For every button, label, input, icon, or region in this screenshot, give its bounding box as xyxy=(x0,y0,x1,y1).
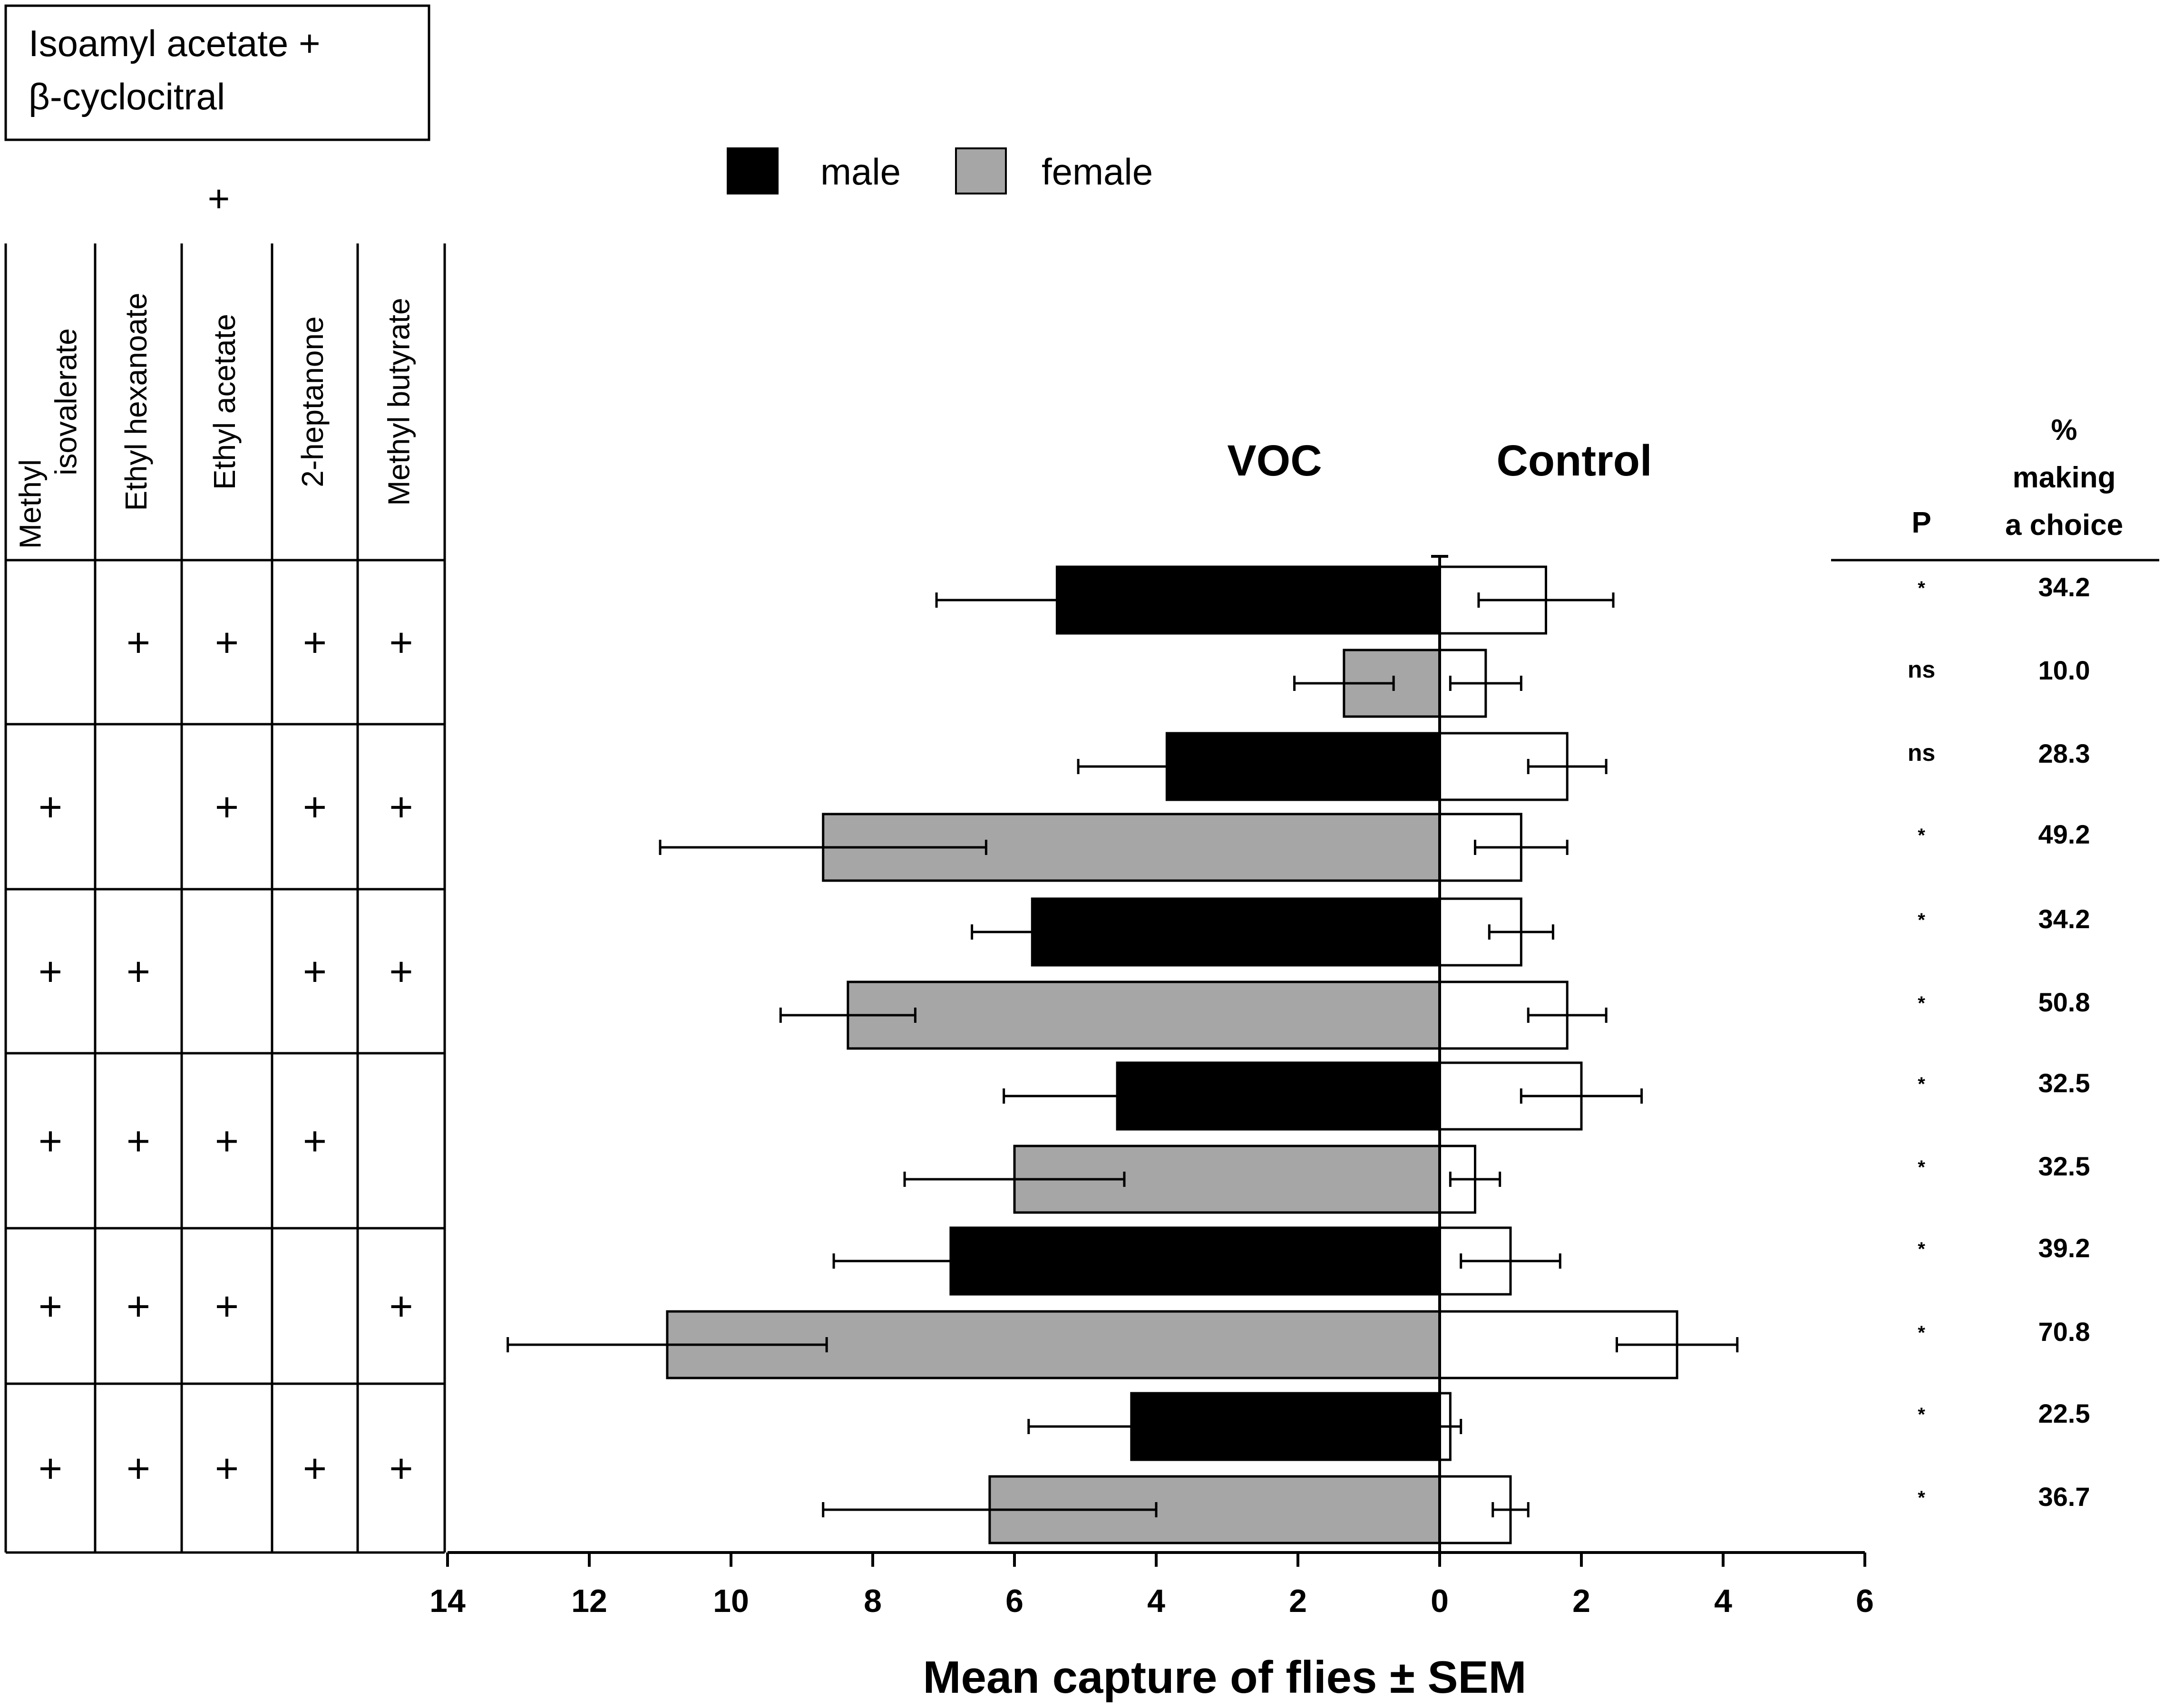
x-tick-label: 10 xyxy=(713,1583,749,1619)
table-column-header: isovalerate xyxy=(49,328,83,476)
legend-swatch-female xyxy=(955,147,1007,194)
table-plus-mark: + xyxy=(127,1446,150,1492)
pct-making-choice: 70.8 xyxy=(2038,1317,2090,1347)
table-plus-mark: + xyxy=(303,620,327,666)
table-plus-mark: + xyxy=(389,1284,413,1330)
table-plus-mark: + xyxy=(127,1118,150,1164)
pct-making-choice: 22.5 xyxy=(2038,1398,2090,1428)
x-tick-label: 6 xyxy=(1856,1583,1874,1619)
compound-box-frame xyxy=(4,4,430,141)
table-plus-mark: + xyxy=(389,1446,413,1492)
pct-making-choice: 28.3 xyxy=(2038,738,2090,768)
legend-swatch-male xyxy=(727,147,779,194)
p-header: P xyxy=(1911,506,1931,539)
table-plus-mark: + xyxy=(127,1284,150,1330)
bar-voc-female xyxy=(847,980,1441,1050)
pct-making-choice: 50.8 xyxy=(2038,987,2090,1017)
stats-columns: * 34.2 ns 10.0 ns 28.3 * 49.2 * 34.2 * 50.8 * 32.5 * 32… xyxy=(1908,572,2090,1512)
compound-line-2: β-cyclocitral xyxy=(29,76,225,117)
table-plus-mark: + xyxy=(39,1446,62,1492)
table-column-header: Ethyl acetate xyxy=(207,314,242,490)
p-value: * xyxy=(1918,1487,1925,1508)
p-value: * xyxy=(1918,1074,1925,1095)
pct-making-choice: 39.2 xyxy=(2038,1233,2090,1263)
table-column-header: Methyl butyrate xyxy=(381,298,416,506)
p-value: * xyxy=(1918,1322,1925,1343)
table-column-header: 2-heptanone xyxy=(295,316,330,487)
compound-box: Isoamyl acetate + β-cyclocitral xyxy=(4,4,430,141)
pct-making-choice: 32.5 xyxy=(2038,1151,2090,1181)
x-tick-label: 2 xyxy=(1289,1583,1307,1619)
x-tick-label: 8 xyxy=(864,1583,882,1619)
side-label-control: Control xyxy=(1496,437,1652,485)
x-tick-label: 14 xyxy=(429,1583,466,1619)
x-tick-label: 12 xyxy=(571,1583,607,1619)
x-tick-label: 6 xyxy=(1005,1583,1024,1619)
p-value: ns xyxy=(1908,739,1935,766)
table-plus-mark: + xyxy=(389,785,413,830)
table-plus-mark: + xyxy=(303,1118,327,1164)
bar-voc-male xyxy=(1031,897,1441,967)
table-plus-mark: + xyxy=(215,785,239,830)
table-column-header: Methyl xyxy=(13,459,47,549)
p-value: * xyxy=(1918,1404,1925,1425)
x-axis: 14 12 10 8 6 4 2 0 2 4 6 xyxy=(429,1551,1874,1619)
table-plus-mark: + xyxy=(303,949,327,995)
table-plus-mark: + xyxy=(389,949,413,995)
x-tick-label: 4 xyxy=(1714,1583,1732,1619)
legend-label-male: male xyxy=(820,151,901,193)
x-tick-label: 2 xyxy=(1572,1583,1590,1619)
table-plus-mark: + xyxy=(215,620,239,666)
pct-making-choice: 34.2 xyxy=(2038,572,2090,602)
table-plus-mark: + xyxy=(39,785,62,830)
p-value: * xyxy=(1918,1157,1925,1178)
pct-making-choice: 49.2 xyxy=(2038,819,2090,849)
legend: male female xyxy=(727,147,1153,194)
table-plus-mark: + xyxy=(215,1446,239,1492)
p-value: * xyxy=(1918,825,1925,846)
x-axis-title: Mean capture of flies ± SEM xyxy=(923,1652,1527,1703)
p-value: * xyxy=(1918,578,1925,599)
table-plus-mark: + xyxy=(303,1446,327,1492)
table-plus-mark: + xyxy=(39,949,62,995)
pct-making-choice: 34.2 xyxy=(2038,904,2090,934)
table-column-header: Ethyl hexanoate xyxy=(119,293,153,511)
table-plus-mark: + xyxy=(215,1284,239,1330)
x-tick-label: 4 xyxy=(1147,1583,1165,1619)
pct-making-choice: 10.0 xyxy=(2038,655,2090,685)
table-plus-mark: + xyxy=(127,949,150,995)
pct-header-line3: a choice xyxy=(2005,509,2123,542)
pct-header-line2: making xyxy=(2012,461,2115,494)
x-tick-label: 0 xyxy=(1431,1583,1449,1619)
pct-making-choice: 32.5 xyxy=(2038,1068,2090,1098)
compound-plus-sign: + xyxy=(208,177,230,220)
table-plus-mark: + xyxy=(389,620,413,666)
table-plus-mark: + xyxy=(39,1284,62,1330)
p-value: * xyxy=(1918,910,1925,931)
p-value: ns xyxy=(1908,656,1935,683)
side-label-voc: VOC xyxy=(1227,437,1322,485)
stats-header: P % making a choice xyxy=(1831,414,2159,562)
legend-label-female: female xyxy=(1042,151,1153,193)
table-plus-mark: + xyxy=(127,620,150,666)
pct-header-line1: % xyxy=(2051,414,2077,446)
p-value: * xyxy=(1918,1239,1925,1260)
pct-making-choice: 36.7 xyxy=(2038,1482,2090,1512)
table-plus-mark: + xyxy=(39,1118,62,1164)
table-plus-mark: + xyxy=(303,785,327,830)
chart-plot xyxy=(507,555,1739,1553)
compound-line-1: Isoamyl acetate + xyxy=(29,22,321,64)
table-plus-mark: + xyxy=(215,1118,239,1164)
p-value: * xyxy=(1918,993,1925,1014)
